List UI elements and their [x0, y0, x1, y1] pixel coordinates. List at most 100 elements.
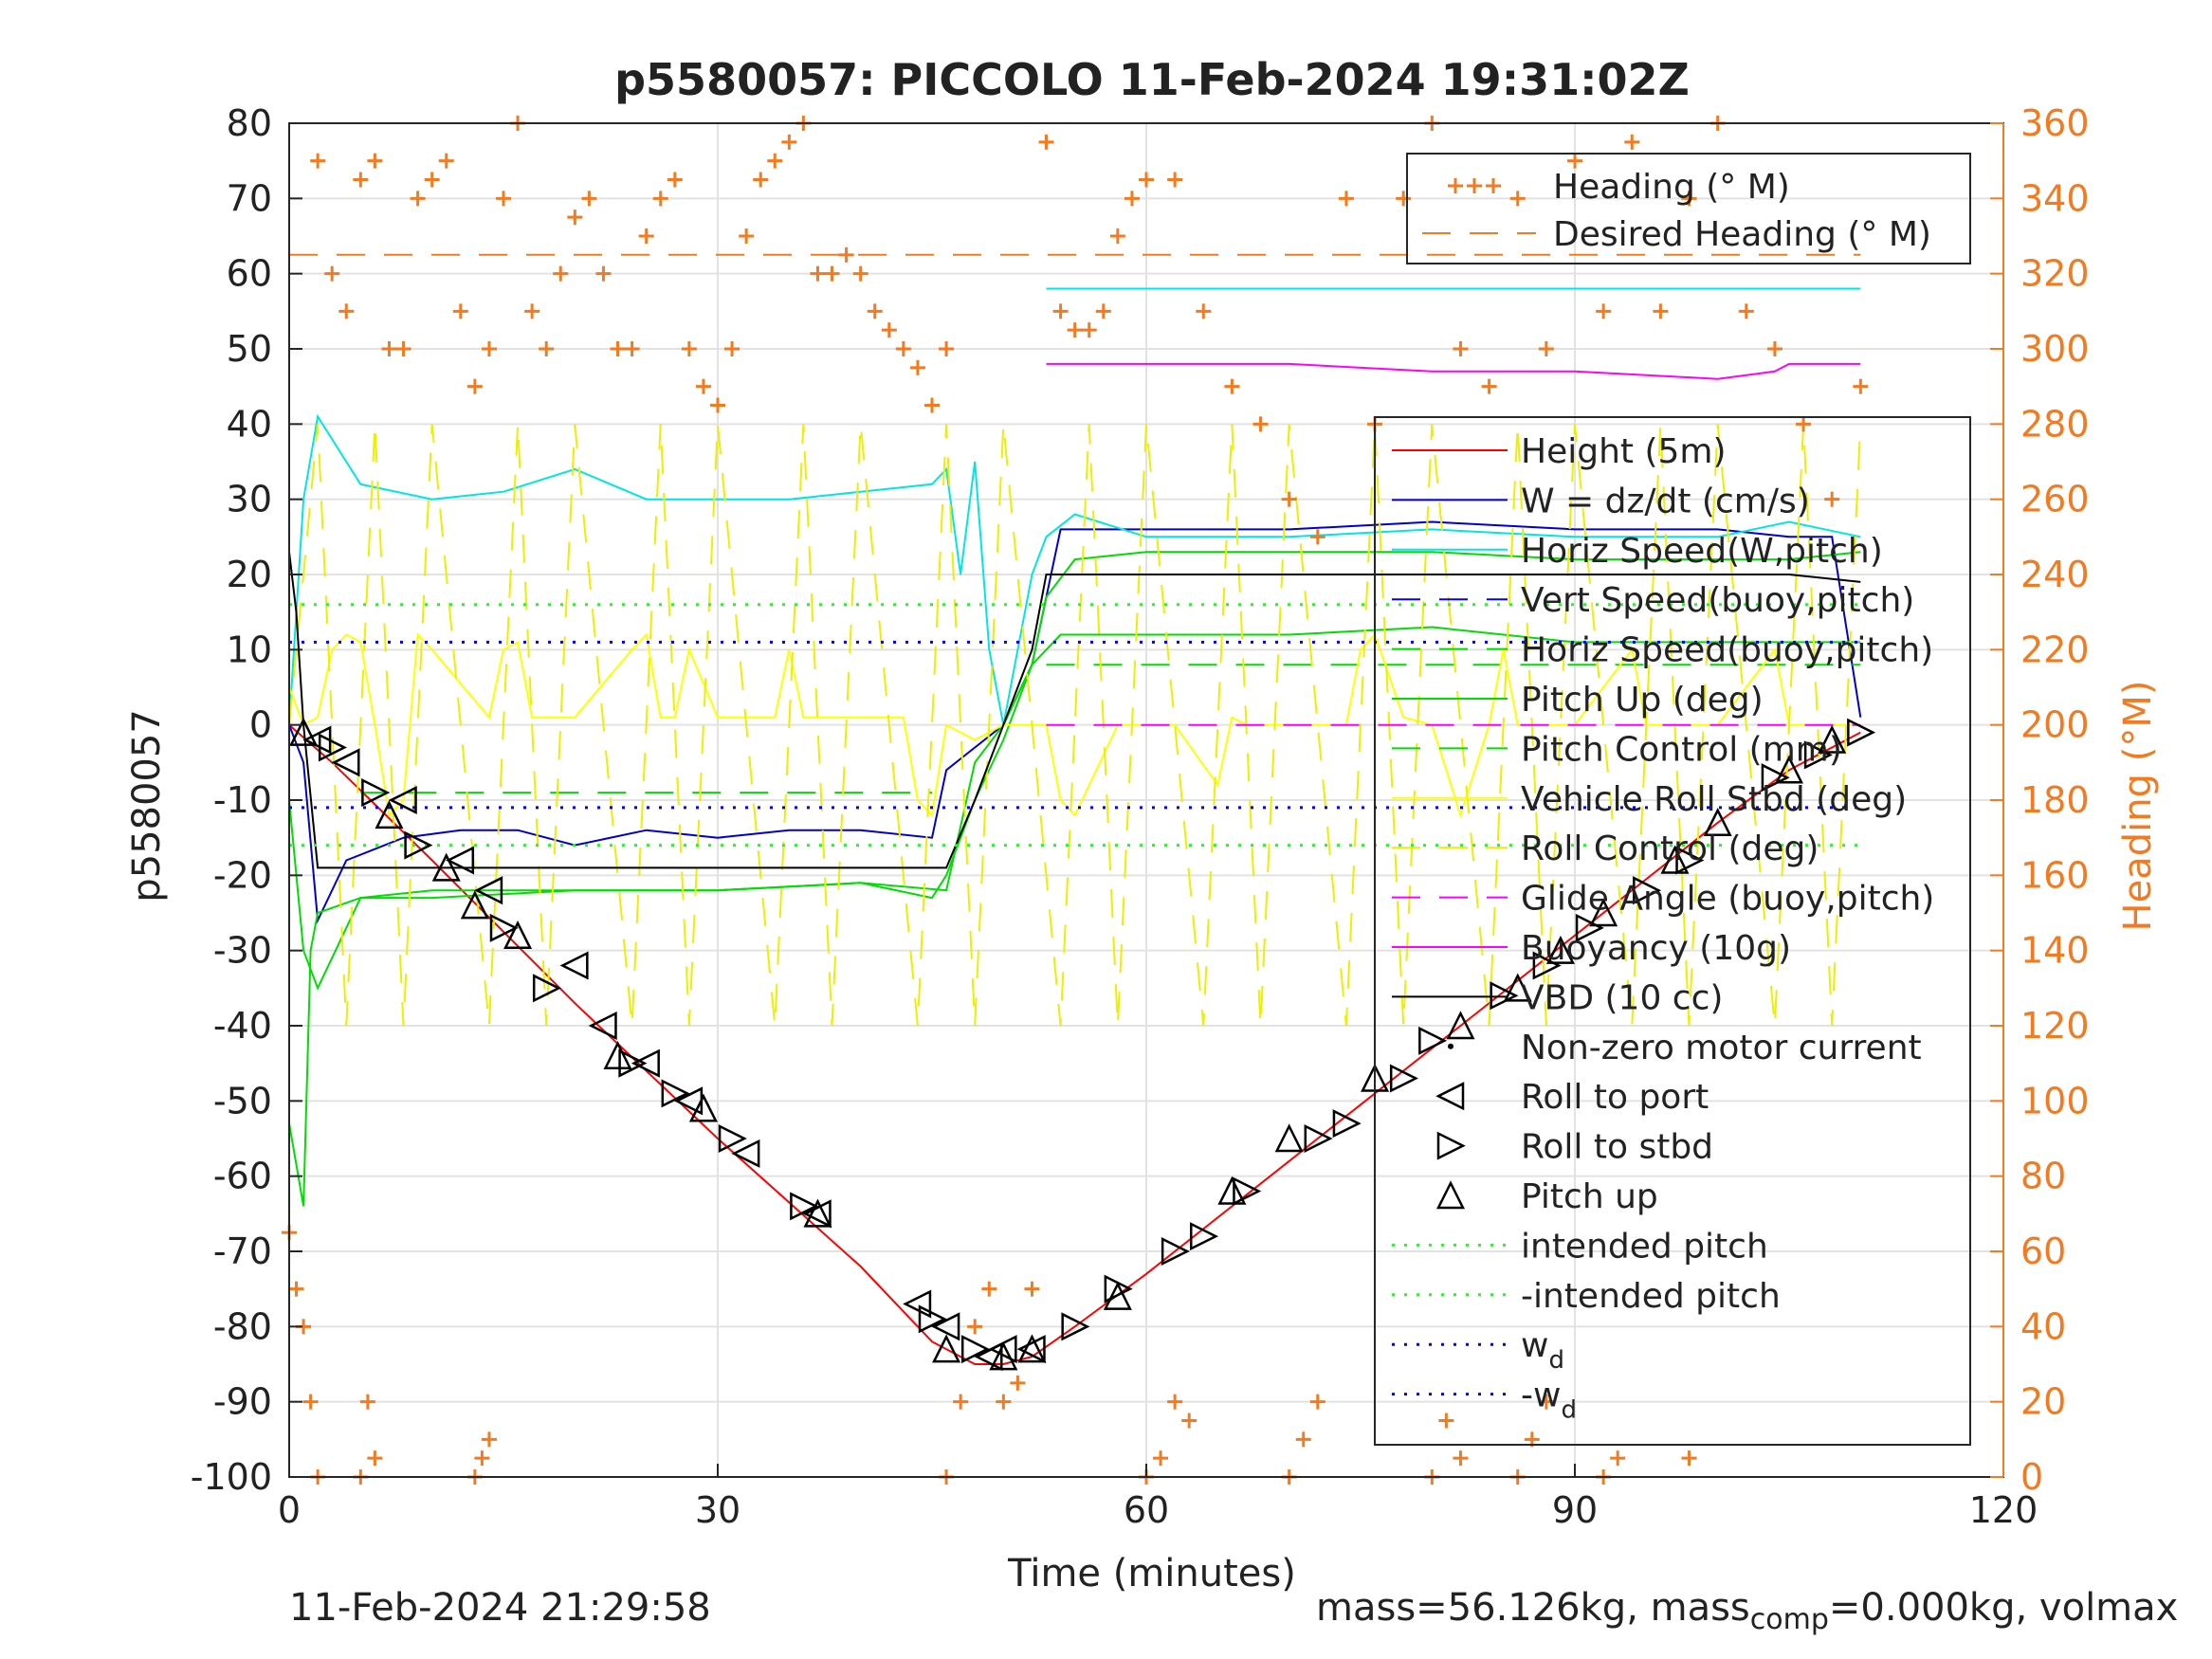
heading-point — [895, 341, 911, 356]
x-tick-label: 0 — [278, 1489, 301, 1531]
heading-point — [810, 265, 826, 282]
legend-entry-label: Pitch up — [1521, 1177, 1658, 1216]
roll-to-stbd-marker — [1675, 846, 1705, 875]
heading-point — [302, 1394, 319, 1410]
heading-point — [953, 1394, 969, 1410]
y-tick-label: 40 — [227, 403, 272, 445]
heading-legend-box — [1406, 153, 1971, 264]
pitch-up-marker — [1660, 845, 1690, 874]
heading-point — [909, 359, 925, 375]
roll-to-port-marker — [974, 1342, 1003, 1372]
heading-point — [852, 265, 868, 282]
y-tick-label: -40 — [213, 1005, 272, 1047]
legend-entry-label: Vehicle Roll Stbd (deg) — [1521, 780, 1907, 819]
y-tick-label: -80 — [213, 1305, 272, 1347]
heading-point — [1309, 1394, 1325, 1410]
legend-entry-label: Glide Angle (buoy,pitch) — [1521, 880, 1934, 919]
heading-point — [1538, 1394, 1554, 1410]
right-tick-label: 20 — [2020, 1381, 2066, 1423]
legend-entry-label: intended pitch — [1521, 1227, 1768, 1266]
roll-to-stbd-marker — [1532, 951, 1562, 980]
heading-point — [1167, 172, 1183, 188]
series-line-horiz-speed-w-pitch- — [288, 413, 1861, 725]
heading-point — [353, 172, 369, 188]
heading-point — [624, 341, 640, 356]
axis-ticks: 0 30 60 90 12080706050403020100-10-20-30-40-… — [191, 102, 2090, 1531]
roll-to-stbd-marker — [1332, 1109, 1362, 1139]
heading-point — [1509, 191, 1526, 207]
roll-to-port-marker — [1016, 1335, 1046, 1364]
legend-entry-text: -intended pitch — [1521, 1277, 1781, 1316]
heading-point — [367, 1450, 383, 1467]
legend-entry-text: Height (5m) — [1521, 432, 1727, 471]
legend-triangle-swatch — [1436, 1131, 1466, 1160]
roll-to-stbd-marker — [1761, 763, 1790, 793]
x-tick-label: 120 — [1969, 1489, 2038, 1531]
heading-point — [438, 153, 454, 169]
heading-point — [667, 172, 683, 188]
heading-point — [867, 303, 883, 319]
roll-to-stbd-marker — [1161, 1236, 1190, 1267]
legend-entry-text: Roll to port — [1521, 1078, 1709, 1117]
roll-to-port-marker — [903, 1289, 932, 1319]
legend-entry-label: Roll to stbd — [1521, 1128, 1713, 1167]
heading-point — [452, 303, 468, 319]
legend-entry-text: Pitch Up (deg) — [1521, 681, 1764, 720]
roll-to-stbd-marker — [661, 1079, 690, 1108]
legend-entry-label: VBD (10 cc) — [1521, 978, 1723, 1017]
roll-to-stbd-marker — [718, 1123, 747, 1154]
legend-entry-label: Pitch Up (deg) — [1521, 681, 1764, 720]
heading-point — [996, 1394, 1012, 1410]
legend-entry-text: -w — [1521, 1376, 1561, 1415]
heading-point — [595, 265, 612, 282]
legend-entry-label: Horiz Speed(W,pitch) — [1521, 532, 1883, 571]
series-line-roll-control-deg- — [288, 424, 1862, 1027]
roll-to-stbd-marker — [318, 733, 347, 762]
heading-point — [838, 246, 854, 263]
pitch-up-marker — [460, 890, 489, 920]
heading-point — [1181, 1413, 1197, 1429]
heading-point — [767, 153, 783, 169]
right-tick-label: 140 — [2020, 930, 2090, 972]
heading-point — [1624, 134, 1640, 150]
legend-entry-text: Glide Angle (buoy,pitch) — [1521, 880, 1934, 919]
mass-text-1: mass=56.126kg, mass — [1316, 1586, 1750, 1630]
y-tick-label: -50 — [213, 1080, 272, 1121]
pitch-up-marker — [688, 1093, 718, 1122]
heading-point — [1224, 378, 1240, 394]
heading-point — [1610, 1450, 1626, 1467]
legend-entry-label: wd — [1521, 1326, 1564, 1375]
y-tick-label: -60 — [213, 1156, 272, 1197]
heading-point — [695, 378, 711, 394]
heading-point — [1309, 529, 1325, 545]
heading-point — [1038, 134, 1054, 150]
heading-point — [481, 341, 497, 356]
heading-point — [924, 397, 940, 413]
roll-to-stbd-marker — [1190, 1222, 1219, 1251]
legend-entry-text: Non-zero motor current — [1521, 1029, 1922, 1067]
pitch-up-marker — [1589, 898, 1618, 927]
heading-point — [881, 322, 897, 338]
heading-point — [1252, 416, 1269, 432]
x-tick-label: 90 — [1552, 1489, 1598, 1531]
right-tick-label: 340 — [2020, 177, 2090, 219]
x-tick-label: 60 — [1124, 1489, 1169, 1531]
heading-point — [1153, 1450, 1169, 1467]
series-legend: Height (5m) W = dz/dt (cm/s) Horiz Speed(W… — [1374, 416, 1971, 1446]
y-tick-label: 80 — [227, 102, 272, 144]
heading-point — [724, 341, 740, 356]
heading-point — [1281, 491, 1297, 507]
heading-point — [496, 191, 511, 207]
heading-point — [367, 153, 383, 169]
heading-point — [1596, 303, 1612, 319]
heading-legend: Heading (° M) Desired Heading (° M) — [1406, 153, 1971, 264]
series-line-vbd-10-cc- — [288, 552, 1861, 869]
right-tick-label: 120 — [2020, 1005, 2090, 1047]
legend-entry-text: Horiz Speed(buoy,pitch) — [1521, 631, 1933, 670]
pitch-up-marker — [375, 800, 404, 830]
pitch-up-marker — [932, 1334, 961, 1363]
pitch-up-marker — [1103, 1281, 1132, 1310]
legend-entry-text: Vert Speed(buoy,pitch) — [1521, 581, 1914, 620]
heading-point — [753, 172, 769, 188]
